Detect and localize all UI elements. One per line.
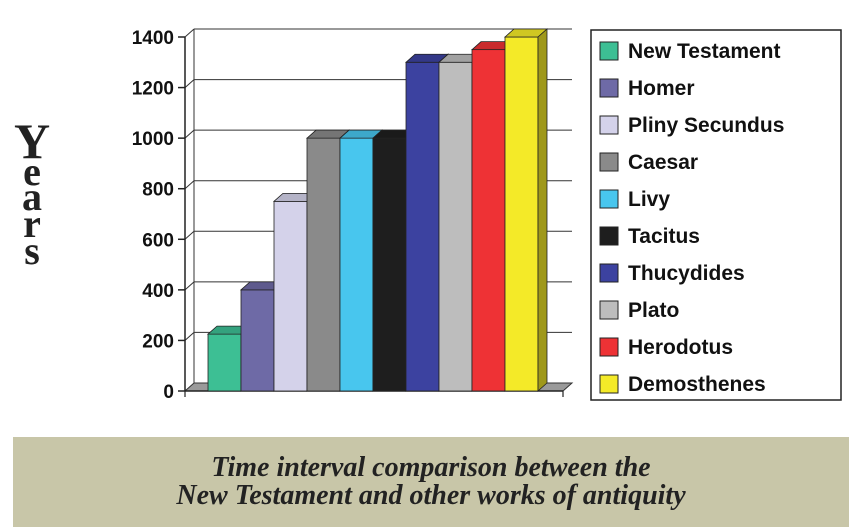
legend-swatch (599, 78, 619, 98)
y-tick-label: 600 (142, 230, 174, 251)
legend-label: Caesar (628, 151, 698, 174)
legend-item: Pliny Secundus (599, 114, 784, 137)
legend-label: Livy (628, 188, 670, 211)
legend-item: New Testament (599, 40, 781, 63)
legend-label: Tacitus (628, 225, 700, 248)
legend-swatch (599, 374, 619, 394)
caption-banner: Time interval comparison between the New… (13, 437, 849, 527)
y-tick-label: 0 (163, 382, 174, 403)
legend-swatch (599, 300, 619, 320)
legend-swatch (599, 226, 619, 246)
y-tick-label: 200 (142, 331, 174, 352)
gridline-depth (184, 129, 195, 139)
bar-demosthenes (503, 28, 549, 392)
legend: New Testament Homer Pliny Secundus Caesar Li… (590, 29, 842, 401)
legend-item: Caesar (599, 151, 698, 174)
legend-box (590, 29, 842, 401)
y-tick-label: 1000 (132, 129, 174, 150)
y-tick-label: 1400 (132, 28, 174, 49)
gridline-depth (184, 79, 195, 88)
legend-item: Plato (599, 299, 679, 322)
legend-item: Demosthenes (599, 373, 766, 396)
legend-swatch (599, 337, 619, 357)
legend-swatch (599, 263, 619, 283)
gridline-depth (184, 28, 195, 38)
legend-item: Homer (599, 77, 695, 100)
legend-swatch (599, 152, 619, 172)
gridline-depth (184, 332, 195, 341)
y-axis-label-letter: Y (14, 113, 50, 169)
caption-line-2: New Testament and other works of antiqui… (176, 480, 686, 511)
legend-label: Demosthenes (628, 373, 766, 396)
legend-item: Herodotus (599, 336, 733, 359)
y-axis-label-letter: e (23, 149, 41, 194)
caption-line-1: Time interval comparison between the (211, 452, 651, 483)
y-tick-label: 400 (142, 281, 174, 302)
legend-label: Thucydides (628, 262, 745, 285)
legend-swatch (599, 41, 619, 61)
y-axis: 0 200 400 600 800 1000 1200 1400 (132, 28, 186, 403)
legend-label: Herodotus (628, 336, 733, 359)
legend-label: Homer (628, 77, 695, 100)
legend-item: Livy (599, 188, 670, 211)
y-tick-label: 1200 (132, 79, 174, 100)
legend-item: Thucydides (599, 262, 745, 285)
legend-swatch (599, 189, 619, 209)
gridline-depth (184, 230, 195, 240)
bars (206, 28, 549, 392)
legend-item: Tacitus (599, 225, 700, 248)
y-axis-label-letter: r (23, 201, 41, 246)
legend-label: Plato (628, 299, 679, 322)
legend-label: Pliny Secundus (628, 114, 784, 137)
legend-label: New Testament (628, 40, 781, 63)
gridline-depth (184, 281, 195, 291)
legend-swatch (599, 115, 619, 135)
y-axis-label-letter: s (24, 228, 40, 273)
y-axis-label-letter: a (22, 174, 42, 219)
gridline-depth (184, 180, 195, 190)
y-tick-label: 800 (142, 180, 174, 201)
